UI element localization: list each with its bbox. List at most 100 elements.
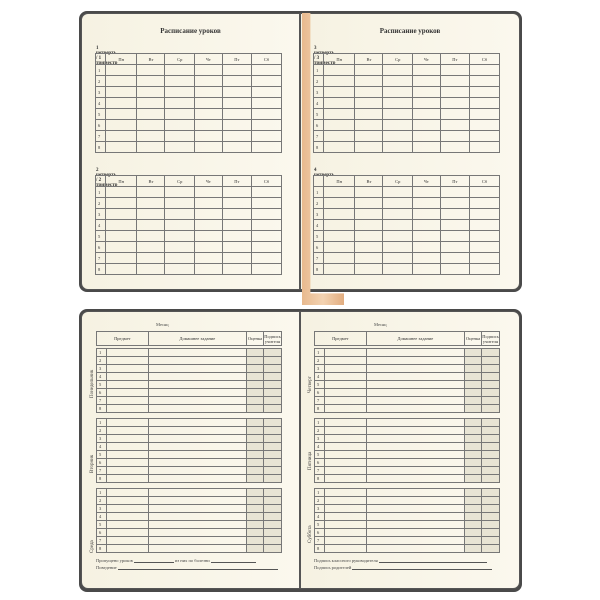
diary-cell[interactable] [246, 404, 265, 413]
schedule-cell[interactable] [251, 263, 282, 275]
schedule-cell[interactable] [164, 208, 195, 220]
schedule-cell[interactable] [411, 64, 441, 76]
diary-cell[interactable] [323, 536, 367, 545]
schedule-cell[interactable] [104, 75, 138, 87]
schedule-cell[interactable] [354, 186, 384, 198]
schedule-cell[interactable] [382, 119, 413, 131]
diary-cell[interactable] [323, 418, 367, 427]
diary-cell[interactable] [263, 388, 282, 397]
schedule-cell[interactable] [322, 208, 356, 220]
schedule-cell[interactable] [354, 252, 384, 264]
schedule-cell[interactable] [164, 141, 195, 153]
schedule-cell[interactable] [193, 263, 223, 275]
missed-lessons-field[interactable]: Пропущено уроков из них по болезни [96, 558, 256, 563]
diary-cell[interactable] [263, 458, 282, 467]
schedule-cell[interactable] [104, 186, 138, 198]
schedule-cell[interactable] [221, 186, 253, 198]
diary-cell[interactable] [464, 372, 483, 381]
schedule-cell[interactable] [411, 230, 441, 242]
diary-cell[interactable] [263, 426, 282, 435]
schedule-cell[interactable] [322, 119, 356, 131]
diary-cell[interactable] [481, 544, 500, 553]
diary-cell[interactable] [105, 426, 149, 435]
diary-cell[interactable] [246, 442, 265, 451]
schedule-cell[interactable] [439, 208, 471, 220]
diary-cell[interactable] [246, 544, 265, 553]
schedule-cell[interactable] [136, 119, 166, 131]
diary-cell[interactable] [464, 512, 483, 521]
schedule-cell[interactable] [439, 141, 471, 153]
diary-cell[interactable] [263, 466, 282, 475]
schedule-cell[interactable] [164, 219, 195, 231]
schedule-cell[interactable] [411, 263, 441, 275]
diary-cell[interactable] [147, 536, 248, 545]
diary-cell[interactable] [323, 450, 367, 459]
diary-cell[interactable] [481, 404, 500, 413]
diary-cell[interactable] [263, 364, 282, 373]
schedule-cell[interactable] [221, 75, 253, 87]
schedule-cell[interactable] [411, 186, 441, 198]
schedule-cell[interactable] [439, 219, 471, 231]
schedule-cell[interactable] [411, 241, 441, 253]
schedule-cell[interactable] [354, 230, 384, 242]
schedule-cell[interactable] [469, 75, 500, 87]
diary-cell[interactable] [365, 520, 466, 529]
diary-cell[interactable] [464, 434, 483, 443]
schedule-cell[interactable] [469, 186, 500, 198]
schedule-cell[interactable] [136, 197, 166, 209]
diary-cell[interactable] [263, 488, 282, 497]
diary-cell[interactable] [246, 466, 265, 475]
diary-cell[interactable] [105, 364, 149, 373]
schedule-cell[interactable] [221, 219, 253, 231]
schedule-cell[interactable] [221, 64, 253, 76]
schedule-cell[interactable] [322, 97, 356, 109]
diary-cell[interactable] [323, 474, 367, 483]
schedule-cell[interactable] [322, 252, 356, 264]
diary-cell[interactable] [105, 442, 149, 451]
schedule-cell[interactable] [354, 197, 384, 209]
diary-cell[interactable] [105, 544, 149, 553]
diary-cell[interactable] [365, 504, 466, 513]
behavior-field[interactable]: Поведение [96, 565, 278, 570]
schedule-cell[interactable] [136, 230, 166, 242]
schedule-cell[interactable] [439, 64, 471, 76]
schedule-cell[interactable] [221, 197, 253, 209]
schedule-cell[interactable] [104, 241, 138, 253]
diary-cell[interactable] [323, 426, 367, 435]
diary-cell[interactable] [147, 450, 248, 459]
diary-cell[interactable] [263, 404, 282, 413]
diary-cell[interactable] [246, 458, 265, 467]
diary-cell[interactable] [263, 356, 282, 365]
diary-cell[interactable] [105, 450, 149, 459]
diary-cell[interactable] [147, 356, 248, 365]
schedule-cell[interactable] [251, 64, 282, 76]
diary-cell[interactable] [464, 466, 483, 475]
diary-cell[interactable] [365, 434, 466, 443]
diary-cell[interactable] [481, 474, 500, 483]
schedule-cell[interactable] [164, 197, 195, 209]
schedule-cell[interactable] [136, 241, 166, 253]
diary-cell[interactable] [464, 396, 483, 405]
schedule-cell[interactable] [221, 230, 253, 242]
schedule-cell[interactable] [322, 64, 356, 76]
schedule-cell[interactable] [251, 197, 282, 209]
diary-cell[interactable] [246, 434, 265, 443]
schedule-cell[interactable] [439, 130, 471, 142]
schedule-cell[interactable] [104, 64, 138, 76]
schedule-cell[interactable] [193, 219, 223, 231]
diary-cell[interactable] [263, 396, 282, 405]
schedule-cell[interactable] [322, 108, 356, 120]
diary-cell[interactable] [147, 426, 248, 435]
diary-cell[interactable] [365, 418, 466, 427]
diary-cell[interactable] [365, 426, 466, 435]
schedule-cell[interactable] [382, 186, 413, 198]
schedule-cell[interactable] [469, 219, 500, 231]
schedule-cell[interactable] [469, 64, 500, 76]
diary-cell[interactable] [263, 418, 282, 427]
diary-cell[interactable] [246, 520, 265, 529]
diary-cell[interactable] [323, 356, 367, 365]
diary-cell[interactable] [481, 520, 500, 529]
diary-cell[interactable] [323, 442, 367, 451]
diary-cell[interactable] [147, 434, 248, 443]
diary-cell[interactable] [464, 544, 483, 553]
